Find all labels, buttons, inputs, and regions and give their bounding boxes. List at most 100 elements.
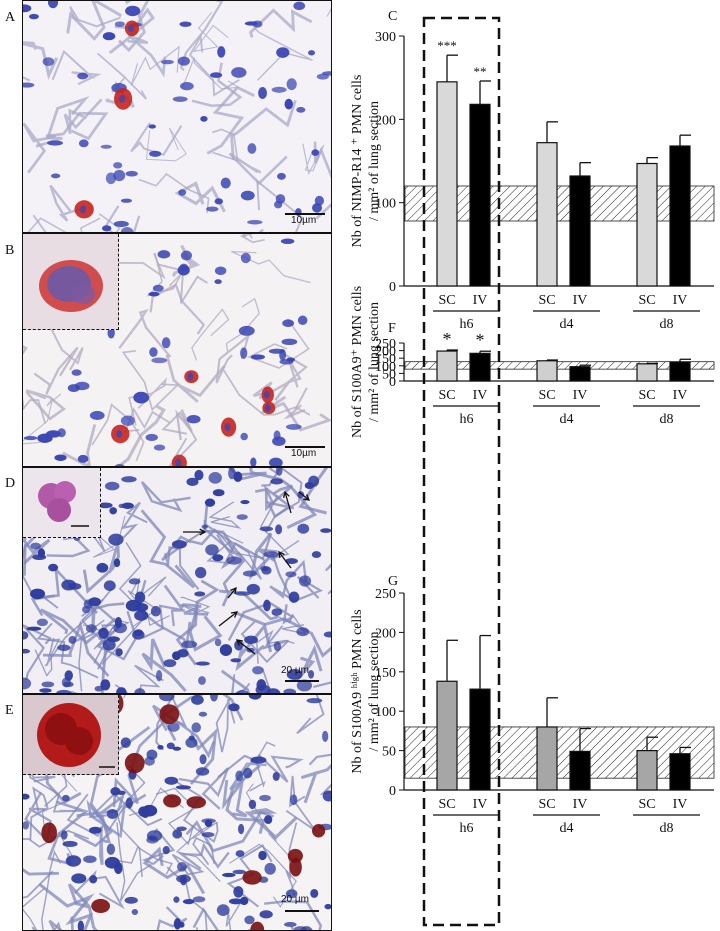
nucleus (85, 624, 97, 633)
alveolar-wall (256, 178, 304, 232)
alveolar-wall (175, 821, 221, 883)
nucleus (205, 544, 219, 556)
nucleus (180, 250, 192, 261)
alveolar-wall (152, 704, 216, 759)
alveolar-wall (249, 532, 279, 581)
nucleus (185, 737, 198, 748)
nucleus (272, 771, 280, 781)
nucleus (64, 670, 73, 681)
alveolar-wall (257, 753, 304, 783)
nucleus (195, 661, 210, 666)
group-label-d4: d4 (560, 821, 574, 836)
alveolar-wall (130, 122, 183, 156)
nucleus (238, 325, 255, 336)
nucleus (256, 679, 267, 692)
nucleus (179, 263, 188, 271)
alveolar-wall (239, 234, 265, 244)
bar-iv-d8 (669, 145, 691, 287)
nucleus (276, 47, 290, 58)
alveolar-wall (88, 602, 125, 635)
stained-cell-nucleus (264, 403, 271, 412)
alveolar-wall (228, 152, 288, 186)
nucleus (306, 698, 323, 704)
bar-sc-d4 (536, 726, 558, 791)
nucleus (235, 591, 251, 596)
bar-label: IV (473, 797, 488, 812)
alveolar-wall (36, 622, 99, 679)
nucleus (113, 169, 126, 182)
nucleus (62, 840, 78, 848)
nucleus (77, 920, 85, 930)
nucleus (237, 823, 245, 835)
alveolar-wall (215, 333, 251, 384)
alveolar-wall (23, 870, 54, 899)
y-tick-label: 200 (375, 113, 396, 128)
scale-bar-e (285, 910, 319, 912)
y-axis-label: Nb of NIMP-R14 ⁺ PMN cells (350, 75, 365, 248)
nucleus (60, 830, 68, 840)
alveolar-wall (41, 850, 62, 930)
alveolar-wall (180, 596, 211, 614)
bar-label: IV (473, 293, 488, 308)
alveolar-wall (230, 99, 297, 160)
nucleus (235, 850, 245, 857)
nucleus (159, 695, 175, 702)
alveolar-wall (215, 529, 266, 569)
alveolar-wall (212, 128, 239, 162)
y-tick-label: 250 (375, 337, 396, 352)
bar-sc-h6 (436, 350, 458, 382)
nucleus (120, 415, 135, 426)
nucleus (102, 639, 116, 651)
alveolar-wall (49, 184, 86, 222)
bar-iv-d4 (569, 750, 591, 791)
nucleus (220, 177, 231, 189)
nucleus (176, 826, 187, 832)
nucleus (217, 46, 226, 58)
nucleus (282, 319, 295, 328)
pointer-arrowhead (235, 639, 244, 646)
nucleus (200, 115, 208, 122)
y-axis-label-line2: / mm² of lung section (367, 631, 382, 751)
y-axis-label: Nb of S100A9 ʰⁱᵍʰ PMN cells (350, 609, 365, 773)
alveolar-wall (130, 45, 180, 86)
bar-sc-d8 (636, 162, 658, 287)
bar-sc-d8 (636, 749, 658, 791)
nucleus (160, 59, 174, 65)
pointer-arrowhead (230, 611, 239, 618)
nucleus (252, 666, 264, 675)
nucleus (147, 835, 157, 840)
alveolar-wall (128, 377, 168, 426)
bar-label: IV (673, 293, 688, 308)
alveolar-wall (35, 95, 90, 148)
nucleus (186, 477, 199, 487)
stained-cell-nucleus (263, 390, 270, 399)
nucleus (228, 703, 240, 712)
alveolar-wall (149, 283, 206, 335)
alveolar-wall (29, 786, 49, 841)
nucleus (113, 162, 123, 169)
nucleus (297, 491, 305, 499)
group-label-h6: h6 (460, 821, 474, 836)
alveolar-wall (34, 638, 61, 677)
stained-cell (242, 870, 262, 885)
nucleus (264, 862, 276, 875)
nucleus (176, 861, 187, 872)
nucleus (297, 523, 310, 534)
y-tick-label: 0 (389, 280, 396, 295)
alveolar-wall (225, 297, 261, 352)
panel-label-e: E (5, 703, 14, 718)
alveolar-wall (313, 141, 331, 220)
nucleus (172, 96, 188, 102)
alveolar-wall (23, 829, 90, 848)
nucleus (283, 688, 297, 693)
nucleus (191, 695, 204, 705)
nucleus (308, 50, 316, 56)
nucleus (323, 631, 331, 638)
pointer-arrow (236, 639, 256, 655)
nucleus (273, 641, 282, 652)
nucleus (281, 338, 298, 346)
alveolar-wall (174, 780, 219, 843)
alveolar-wall (23, 397, 47, 424)
nucleus (128, 578, 141, 585)
